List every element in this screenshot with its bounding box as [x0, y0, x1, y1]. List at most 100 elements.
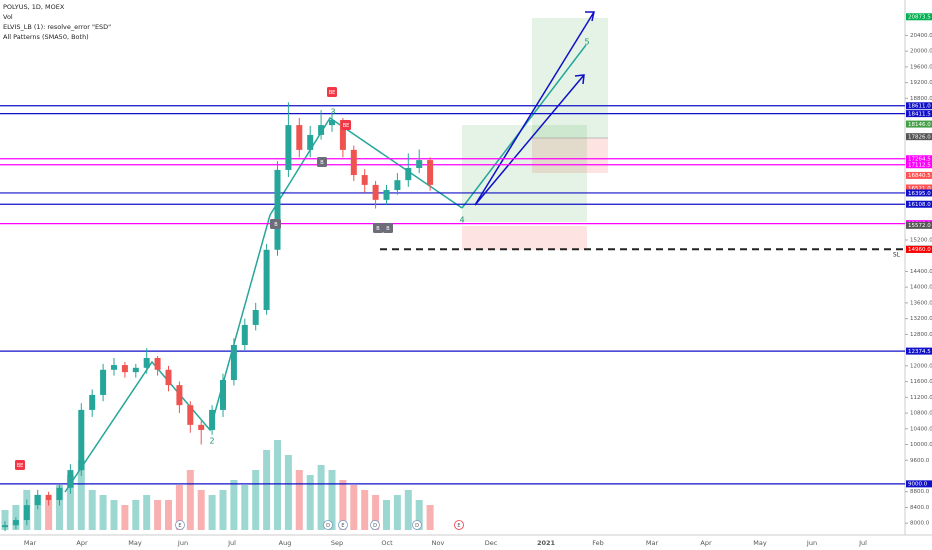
pattern-tag-label: BE [17, 463, 24, 469]
candle-body [220, 380, 226, 410]
price-label: 9000.0 [908, 482, 928, 488]
volume-bar [230, 480, 238, 530]
x-tick-label: Jul [858, 539, 867, 547]
event-tag [175, 520, 185, 530]
arrow [474, 74, 585, 206]
pattern-tag [373, 223, 383, 233]
price-label-bg [906, 155, 932, 163]
candle-body [252, 309, 259, 325]
y-tick-label: 12800.0 [910, 332, 932, 338]
y-tick-label: 13600.0 [910, 300, 932, 306]
pattern-tag [341, 120, 351, 130]
volume-bar [66, 475, 74, 530]
y-tick-label: 20400.0 [910, 33, 932, 39]
stop-zone [462, 226, 587, 250]
y-tick-label: 15200.0 [910, 237, 932, 243]
candle-body [427, 160, 434, 185]
volume-bar [175, 485, 183, 530]
volume-bar [165, 500, 172, 530]
candle-body [329, 119, 335, 126]
price-label-bg [906, 189, 932, 197]
price-label: 18611.0 [908, 104, 931, 110]
event-tag-label: E [457, 523, 460, 529]
x-tick-label: Nov [432, 539, 445, 547]
volume-bar [252, 470, 260, 530]
y-tick-label: 11200.0 [910, 395, 932, 401]
x-tick-label: Jun [177, 539, 188, 547]
candle-body [350, 149, 357, 176]
candle-body [121, 365, 128, 373]
event-tag [323, 520, 333, 530]
arrow-head [574, 74, 585, 85]
volume-bar [317, 465, 325, 530]
price-label-bg [906, 161, 932, 169]
price-label: 18411.5 [908, 111, 931, 117]
arrow [474, 11, 595, 206]
candle-body [56, 487, 63, 500]
x-tick-label: May [128, 539, 142, 547]
price-label: 14960.0 [908, 247, 931, 253]
candle-body [296, 125, 303, 150]
candle-body [339, 119, 346, 150]
volume-bar [350, 485, 358, 530]
event-tag-label: E [178, 523, 181, 529]
volume-bar [88, 490, 96, 530]
volume-bar [383, 500, 390, 530]
y-tick-label: 11600.0 [910, 379, 932, 385]
event-tag-label: E [341, 523, 344, 529]
candle-body [307, 134, 314, 150]
target-zone [462, 125, 587, 222]
x-tick-label: Mar [24, 539, 37, 547]
arrow-head [585, 11, 595, 22]
event-tag [454, 520, 464, 530]
candle-body [45, 494, 52, 500]
event-tag-label: D [373, 523, 377, 529]
candle-body [176, 385, 183, 406]
candle-body [394, 180, 401, 191]
candle-body [154, 357, 161, 370]
candle-body [361, 175, 368, 185]
wave-label: 5 [584, 38, 589, 47]
volume-bar [208, 495, 216, 530]
price-label-bg [906, 245, 932, 253]
x-tick-label: Aug [279, 539, 292, 547]
candle-body [274, 169, 281, 250]
y-tick-label: 10000.0 [910, 442, 932, 448]
x-tick-label: May [753, 539, 767, 547]
pattern-tag [327, 87, 337, 97]
sl-label: SL [893, 252, 901, 259]
candle-body [67, 470, 74, 488]
candle-body [372, 184, 379, 200]
event-tag [412, 520, 422, 530]
candle-body [263, 249, 270, 310]
price-label: 15572.0 [908, 223, 931, 229]
candle-body [78, 409, 85, 471]
volume-bar [197, 490, 205, 530]
candle-body [111, 365, 117, 370]
wave-label: 3 [330, 108, 335, 117]
price-label: 17112.5 [908, 163, 931, 169]
candle-body [23, 505, 30, 521]
wave-label: 2 [209, 437, 214, 446]
y-tick-label: 8800.0 [910, 489, 930, 495]
volume-bar [339, 480, 347, 530]
y-tick-label: 19600.0 [910, 64, 932, 70]
x-tick-label: Dec [485, 539, 498, 547]
volume-bar [154, 500, 162, 530]
x-tick-label: Jun [806, 539, 817, 547]
pattern-tag-label: BE [343, 123, 350, 129]
volume-bar [121, 505, 129, 530]
y-tick-label: 14000.0 [910, 285, 932, 291]
volume-bar [34, 495, 42, 530]
legend: POLYUS, 1D, MOEX Vol ELVIS_LB (1): resol… [3, 3, 111, 41]
price-label-bg [906, 347, 932, 355]
volume-bar [45, 500, 53, 530]
volume-bar [132, 500, 140, 530]
y-tick-label: 19200.0 [910, 80, 932, 86]
x-tick-label: Apr [700, 539, 712, 547]
volume-bar [1, 510, 9, 530]
pattern-tag-label: B [376, 226, 380, 232]
indicator-name: All Patterns (SMA50, Both) [3, 33, 89, 41]
target-zone [532, 18, 608, 138]
y-tick-label: 9600.0 [910, 458, 930, 464]
